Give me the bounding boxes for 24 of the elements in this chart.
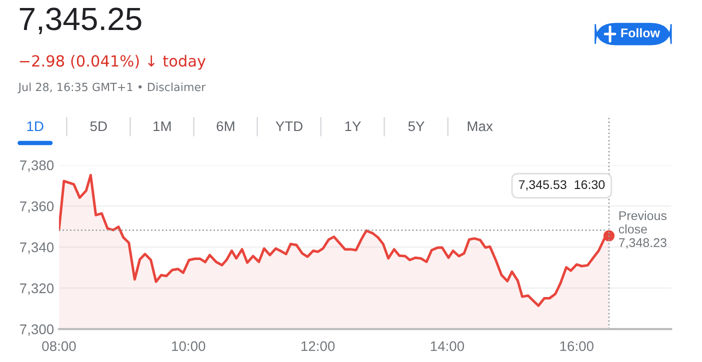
text: Follow (621, 28, 660, 38)
x-tick-label: 10:00 (172, 341, 206, 352)
text: 1M (154, 121, 171, 132)
text: 1D (27, 121, 44, 132)
chart-subtitle: −2.98 (0.041%) ↓ today (20, 54, 206, 70)
y-tick-label: 7,360 (20, 201, 54, 213)
text: 5D (90, 121, 107, 132)
text: Jul 28, 16:35 GMT+1 • Disclaimer (18, 82, 206, 94)
annotation: 7,345.53 16:30 (518, 180, 605, 191)
text: YTD (276, 121, 302, 132)
text: 5Y (408, 121, 424, 132)
chart-title: 7,345.25 (20, 8, 142, 34)
y-tick-label: 7,340 (20, 242, 54, 254)
y-tick-label: 7,300 (20, 324, 54, 336)
text: Max (468, 121, 493, 132)
y-tick-label: 7,320 (20, 283, 54, 295)
x-tick-label: 14:00 (430, 341, 464, 352)
text: 6M (216, 121, 234, 132)
text: 1Y (345, 121, 361, 132)
y-tick-label: 7,380 (20, 160, 54, 172)
x-tick-label: 12:00 (301, 341, 335, 352)
x-tick-label: 16:00 (560, 341, 594, 352)
x-tick-label: 08:00 (42, 341, 76, 352)
ref-line-label: Previous close 7,348.23 (618, 210, 667, 248)
